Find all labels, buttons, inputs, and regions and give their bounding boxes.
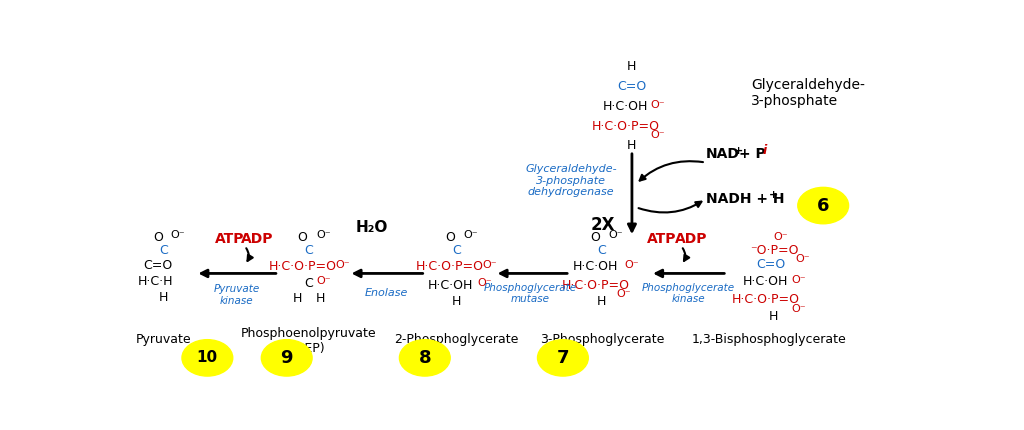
Text: i: i xyxy=(763,144,767,157)
Text: 2X: 2X xyxy=(590,216,614,234)
Ellipse shape xyxy=(182,340,232,376)
Text: 3-Phosphoglycerate: 3-Phosphoglycerate xyxy=(540,333,664,346)
Text: O⁻: O⁻ xyxy=(170,230,184,240)
Text: Phosphoglycerate
kinase: Phosphoglycerate kinase xyxy=(642,283,735,304)
Text: +: + xyxy=(733,146,742,156)
Text: Enolase: Enolase xyxy=(365,288,408,298)
Text: H: H xyxy=(768,310,778,323)
Text: O⁻: O⁻ xyxy=(335,260,349,270)
Text: NADH + H: NADH + H xyxy=(706,192,784,206)
Text: O⁻: O⁻ xyxy=(651,130,666,140)
Text: Glyceraldehyde-
3-phosphate: Glyceraldehyde- 3-phosphate xyxy=(751,78,865,108)
Text: C=O: C=O xyxy=(143,259,173,272)
Text: C: C xyxy=(304,277,313,290)
Text: ADP: ADP xyxy=(241,232,273,246)
Text: Pyruvate
kinase: Pyruvate kinase xyxy=(214,284,260,306)
Text: + P: + P xyxy=(739,147,766,161)
Ellipse shape xyxy=(798,187,849,224)
Text: Phosphoenolpyruvate
(PEP): Phosphoenolpyruvate (PEP) xyxy=(241,327,377,355)
Text: O: O xyxy=(298,230,307,243)
Text: O⁻: O⁻ xyxy=(792,275,806,285)
Text: O⁻: O⁻ xyxy=(792,304,806,314)
Text: C: C xyxy=(160,244,168,257)
Text: O⁻: O⁻ xyxy=(316,230,331,240)
Text: NAD: NAD xyxy=(706,147,739,161)
Text: H·C·O·P=O: H·C·O·P=O xyxy=(592,120,659,132)
Text: H: H xyxy=(316,292,326,305)
Text: Pyruvate: Pyruvate xyxy=(136,333,191,346)
Text: H·C·O·P=O: H·C·O·P=O xyxy=(561,279,630,292)
Text: O⁻: O⁻ xyxy=(773,232,787,242)
Text: H·C·OH: H·C·OH xyxy=(742,275,787,288)
Text: O⁻: O⁻ xyxy=(316,276,331,286)
Text: C=O: C=O xyxy=(756,258,785,270)
Text: H·C·OH: H·C·OH xyxy=(427,279,473,292)
Text: C=O: C=O xyxy=(617,80,646,93)
Text: 1,3-Bisphosphoglycerate: 1,3-Bisphosphoglycerate xyxy=(692,333,847,346)
Ellipse shape xyxy=(538,340,589,376)
Text: O⁻: O⁻ xyxy=(625,260,639,270)
Text: H·C·O·P=O: H·C·O·P=O xyxy=(731,293,800,307)
Text: 6: 6 xyxy=(817,197,829,215)
Text: O⁻: O⁻ xyxy=(616,289,632,299)
Text: C: C xyxy=(597,244,606,257)
Text: ADP: ADP xyxy=(675,232,708,246)
Text: 10: 10 xyxy=(197,350,218,366)
Text: H₂O: H₂O xyxy=(355,220,388,235)
Text: O⁻: O⁻ xyxy=(477,278,492,289)
Text: H: H xyxy=(597,295,606,308)
Text: H: H xyxy=(292,292,302,305)
Text: 7: 7 xyxy=(557,349,569,367)
Text: O⁻: O⁻ xyxy=(651,100,666,110)
Text: +: + xyxy=(769,190,778,200)
Text: C: C xyxy=(304,244,313,257)
Text: O: O xyxy=(154,230,163,243)
Text: C: C xyxy=(453,244,461,257)
Text: H·C·H: H·C·H xyxy=(138,275,173,288)
Text: O⁻: O⁻ xyxy=(464,230,478,240)
Text: O: O xyxy=(591,230,600,243)
Text: H: H xyxy=(159,291,168,304)
Text: 2-Phosphoglycerate: 2-Phosphoglycerate xyxy=(394,333,519,346)
Text: ⁻O·P=O: ⁻O·P=O xyxy=(751,244,799,257)
Text: H·C·O·P=O: H·C·O·P=O xyxy=(268,260,337,273)
Text: H: H xyxy=(628,60,637,73)
Text: ATP: ATP xyxy=(215,232,245,246)
Text: H·C·OH: H·C·OH xyxy=(603,100,648,113)
Text: 8: 8 xyxy=(419,349,431,367)
Ellipse shape xyxy=(261,340,312,376)
Text: H: H xyxy=(452,295,461,308)
Text: H: H xyxy=(628,139,637,153)
Text: Glyceraldehyde-
3-phosphate
dehydrogenase: Glyceraldehyde- 3-phosphate dehydrogenas… xyxy=(525,164,616,197)
Text: H·C·OH: H·C·OH xyxy=(572,260,618,273)
Text: O⁻: O⁻ xyxy=(796,254,810,264)
Text: O⁻: O⁻ xyxy=(482,260,498,270)
Text: O: O xyxy=(445,230,455,243)
Text: ATP: ATP xyxy=(647,232,677,246)
Ellipse shape xyxy=(399,340,451,376)
Text: 9: 9 xyxy=(281,349,293,367)
Text: Phosphoglycerate
mutase: Phosphoglycerate mutase xyxy=(483,283,577,304)
Text: O⁻: O⁻ xyxy=(608,230,624,240)
Text: H·C·O·P=O: H·C·O·P=O xyxy=(416,260,484,273)
